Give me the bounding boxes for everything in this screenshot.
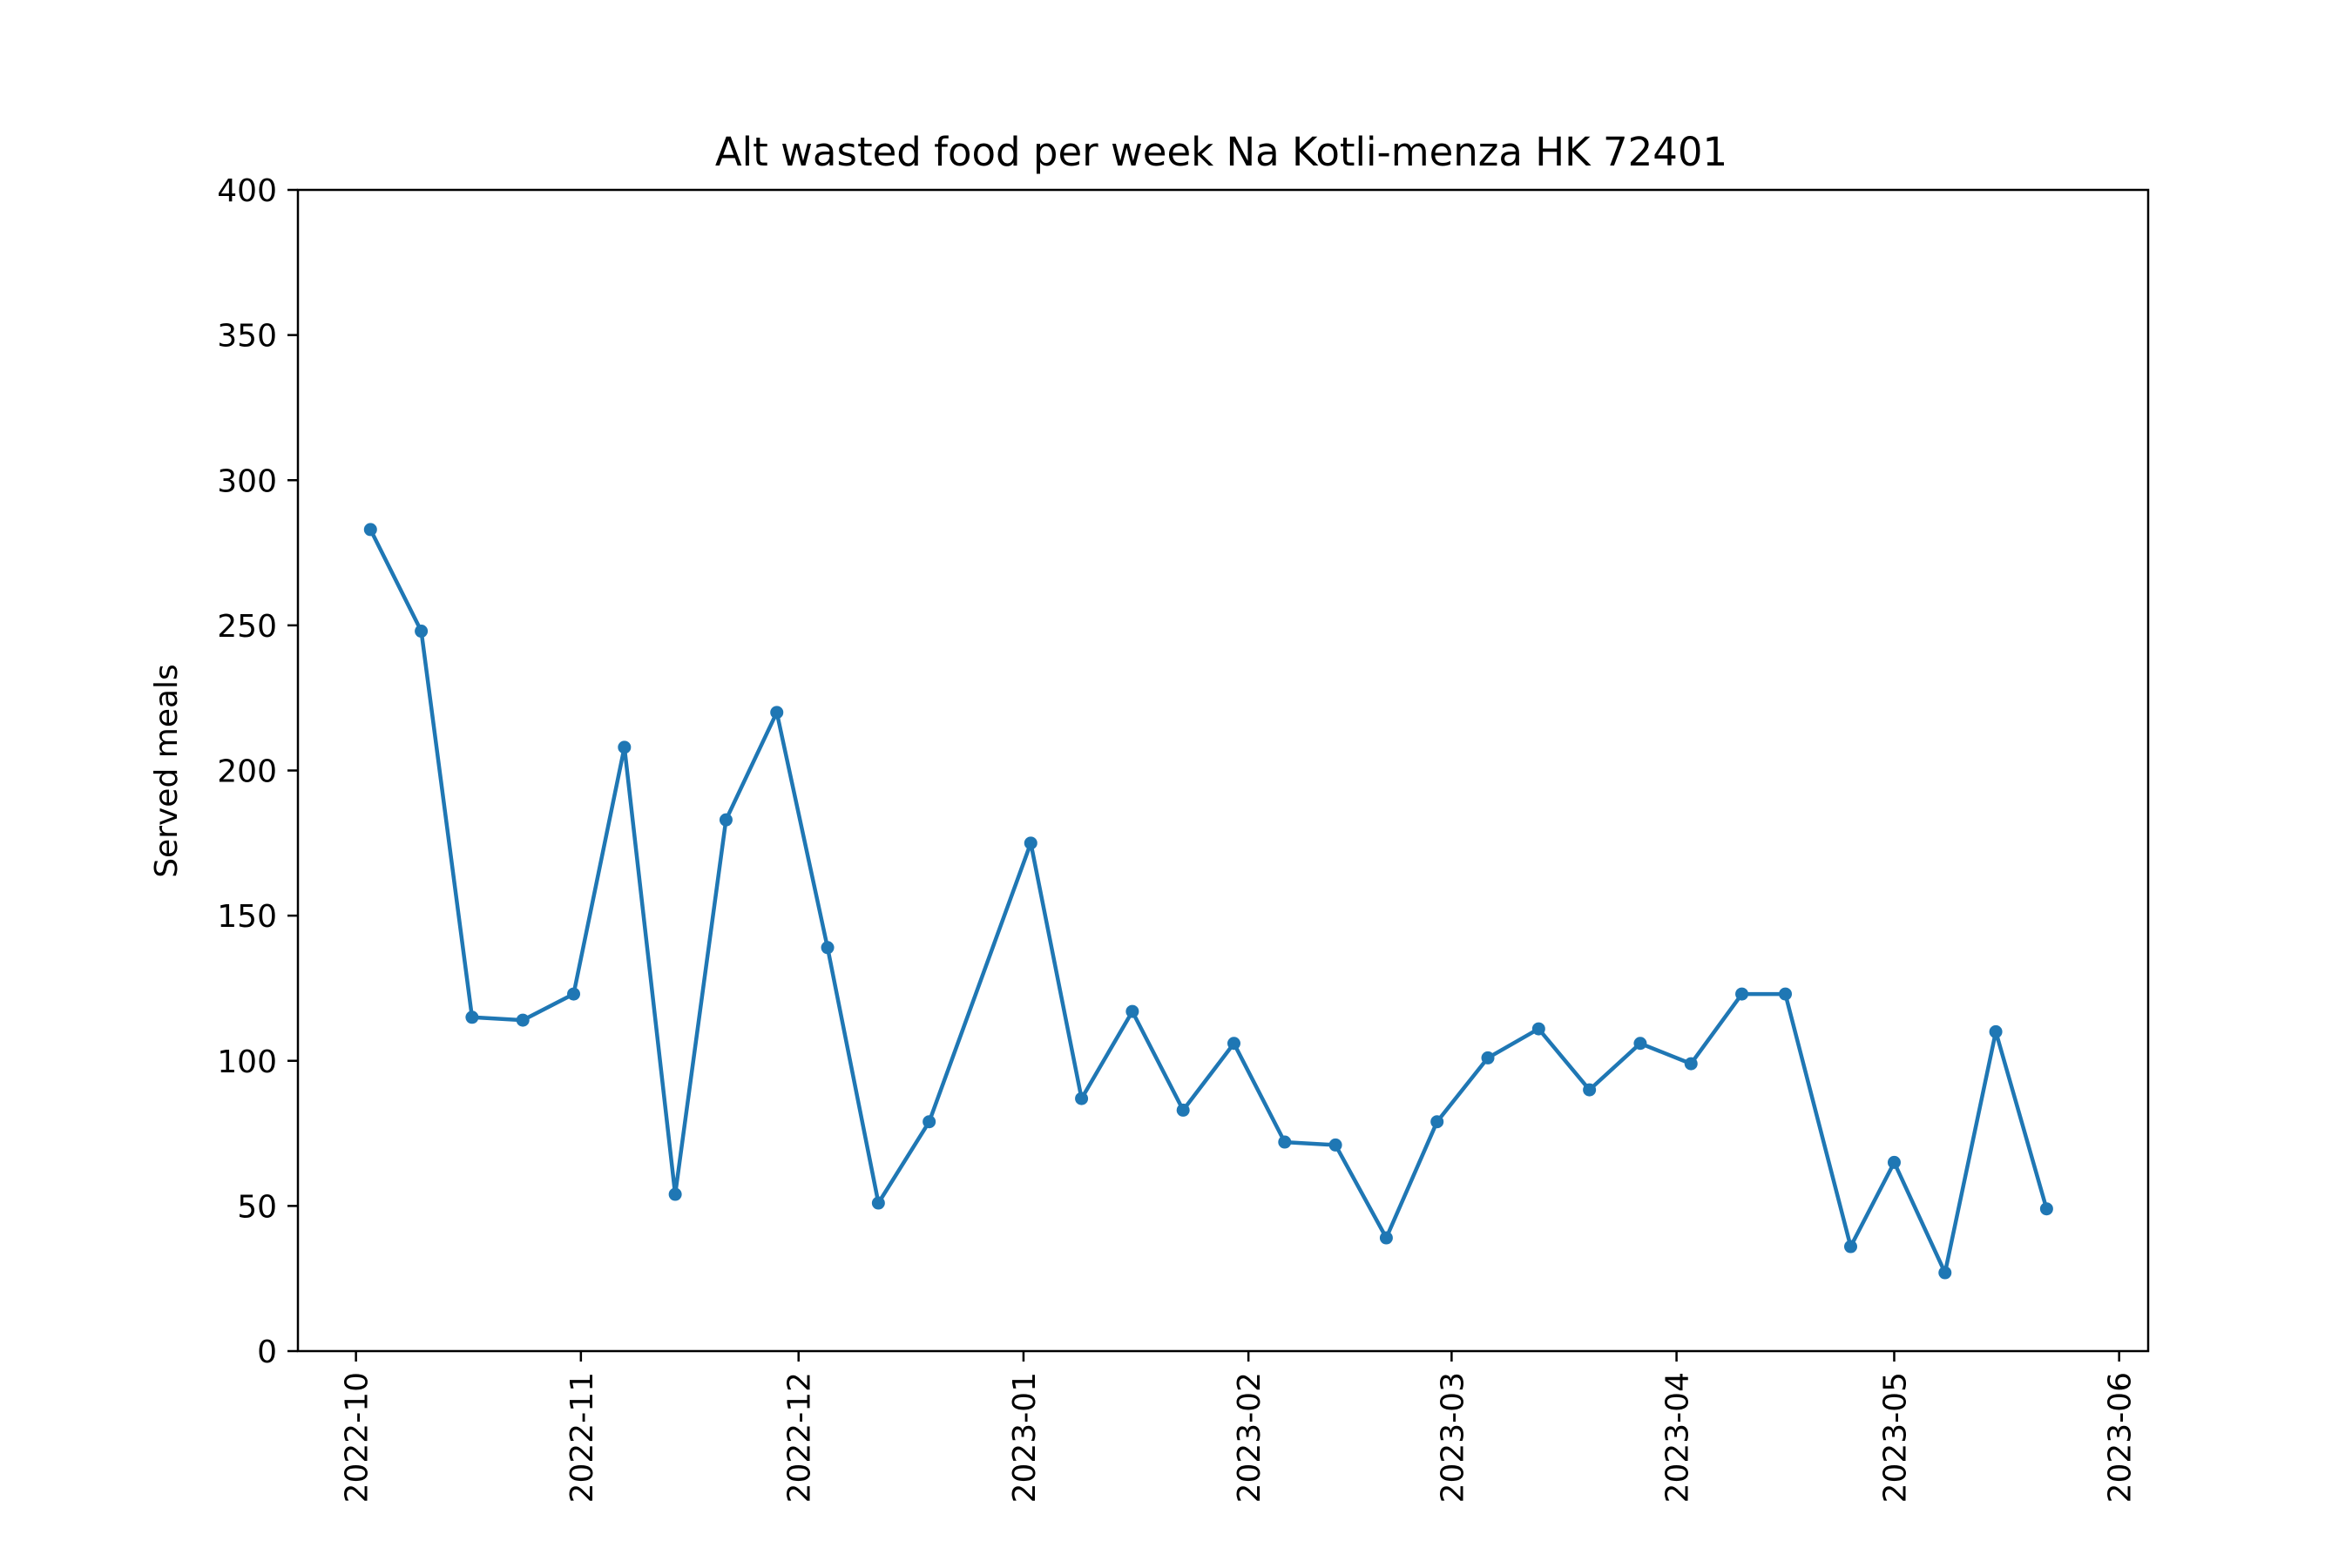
data-point [465,1010,479,1024]
y-tick-label: 350 [217,319,277,355]
data-point [1735,987,1749,1001]
data-point [1481,1051,1495,1064]
data-point [1531,1022,1545,1036]
plot-series [363,523,2053,1280]
series-line [368,527,2049,1275]
data-point [1176,1103,1190,1117]
chart-title: Alt wasted food per week Na Kotli-menza … [715,129,1727,175]
x-tick-label: 2023-01 [1007,1372,1043,1503]
x-tick-label: 2022-10 [340,1372,375,1503]
y-tick-label: 250 [217,609,277,645]
data-point [2039,1202,2053,1216]
y-axis-label: Served meals [149,664,185,878]
data-point [1075,1092,1089,1105]
x-tick-label: 2022-11 [564,1372,600,1503]
data-point [1024,836,1037,850]
data-point [821,941,835,955]
data-point [1684,1057,1698,1071]
data-point [1887,1155,1901,1169]
data-point [363,523,377,537]
data-point [1583,1083,1597,1097]
y-tick-label: 200 [217,754,277,790]
y-tick-label: 400 [217,173,277,209]
data-point [1633,1037,1647,1051]
data-point [567,987,581,1001]
data-point [618,740,632,754]
y-tick-label: 50 [237,1189,277,1225]
y-tick-label: 100 [217,1044,277,1080]
y-tick-label: 0 [257,1335,277,1370]
data-point [1779,987,1793,1001]
x-tick-label: 2022-12 [782,1372,818,1503]
x-tick-label: 2023-05 [1877,1372,1913,1503]
y-tick-label: 150 [217,899,277,935]
data-point [668,1187,682,1201]
x-tick-label: 2023-02 [1232,1372,1267,1503]
plot-frame [296,188,2150,1353]
x-tick-label: 2023-06 [2103,1372,2139,1503]
data-point [1227,1037,1240,1051]
data-point [923,1115,936,1129]
data-point [1125,1004,1139,1018]
y-axis: 0 50 100 150 200 250 300 350 400 [217,173,298,1370]
data-point [719,813,733,827]
data-point [1328,1138,1342,1152]
data-point [1379,1231,1393,1245]
data-point [871,1196,885,1210]
data-point [770,706,784,720]
data-point [1989,1024,2003,1038]
data-point [1843,1240,1857,1254]
data-point [1278,1135,1292,1149]
data-point [1938,1266,1952,1280]
y-tick-label: 300 [217,463,277,499]
data-point [1430,1115,1444,1129]
data-point [516,1013,530,1027]
x-axis: 2022-10 2022-11 2022-12 2023-01 2023-02 2023-… [340,1351,2139,1503]
x-tick-label: 2023-04 [1660,1372,1696,1503]
x-tick-label: 2023-03 [1435,1372,1470,1503]
data-point [415,625,429,639]
